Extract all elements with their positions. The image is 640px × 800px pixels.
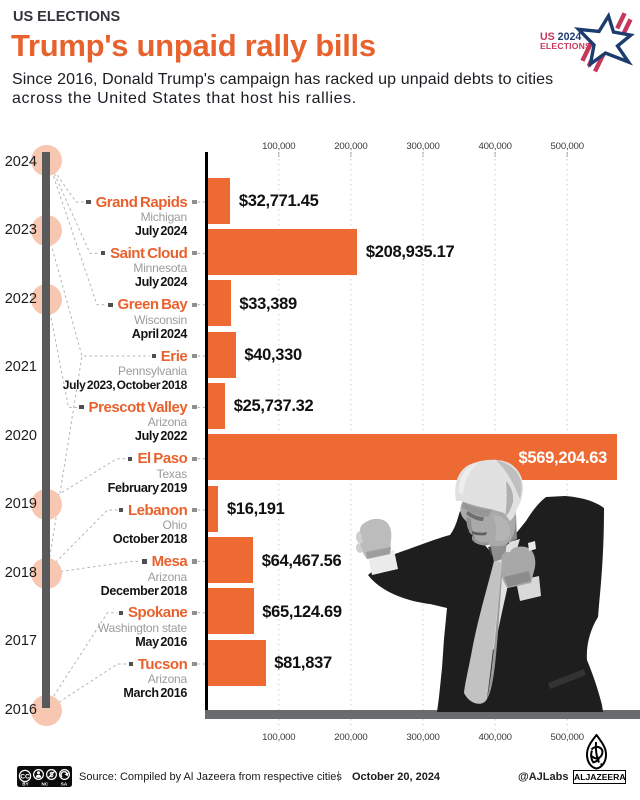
svg-text:BY: BY [22, 781, 28, 786]
svg-text:US 2024: US 2024 [540, 31, 581, 43]
svg-text:NC: NC [41, 781, 48, 786]
svg-text:CC: CC [20, 773, 30, 780]
svg-text:SA: SA [61, 781, 68, 786]
svg-text:ELECTIONS: ELECTIONS [540, 41, 591, 51]
